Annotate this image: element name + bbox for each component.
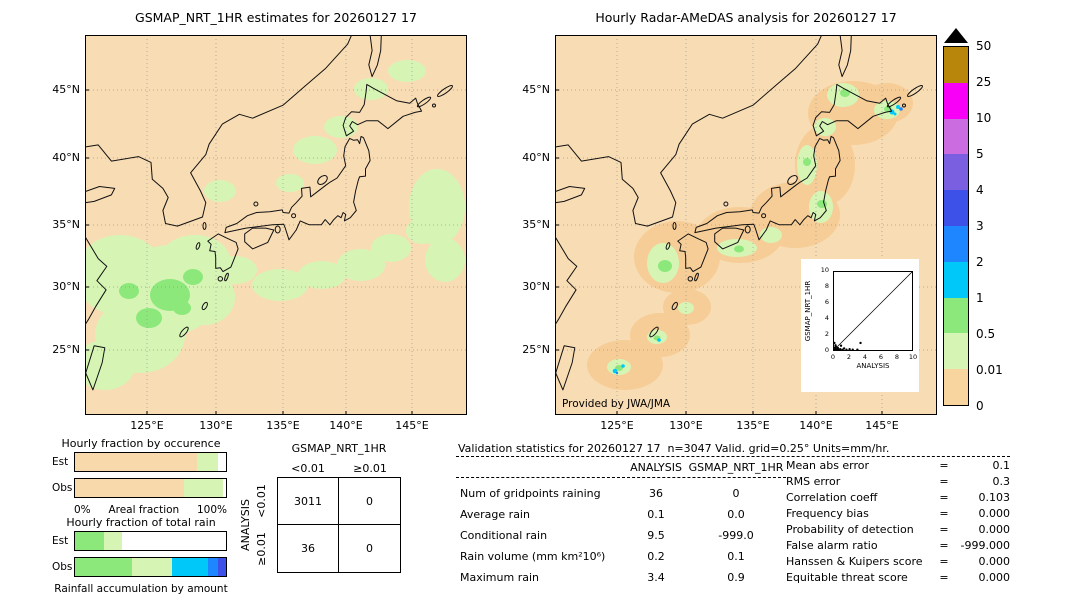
left-lat-45: 45°N	[52, 83, 80, 96]
left-lat-25: 25°N	[52, 343, 80, 356]
inset-xlabel: ANALYSIS	[856, 362, 890, 370]
stats-row-volume: Rain volume (mm km²10⁶) 0.2 0.1	[460, 550, 745, 563]
stats-column-headers: ANALYSIS GSMAP_NRT_1HR	[456, 461, 786, 474]
totalrain-chart-title: Hourly fraction of total rain	[66, 516, 216, 529]
contingency-col-lt: <0.01	[291, 462, 325, 475]
left-lon-140: 140°E	[329, 419, 363, 432]
right-lon-125: 125°E	[600, 419, 634, 432]
score-far: False alarm ratio = -999.000	[786, 538, 1010, 552]
japan-coastline	[84, 34, 453, 391]
left-map-svg	[75, 34, 467, 415]
stats-col-empty	[456, 461, 626, 474]
inset-yticks: 0 2 4 6 8 10	[820, 266, 829, 354]
contingency-cell-10: 36	[278, 525, 339, 572]
scatter-inset: GSMAP_NRT_1HR 0 2 4 6 8 10 0 2 4 6 8 10 ANALYSIS	[801, 259, 919, 392]
contingency-cell-00: 3011	[278, 478, 339, 525]
colorbar-overflow-triangle	[944, 28, 968, 43]
inset-ylabel: GSMAP_NRT_1HR	[804, 280, 812, 342]
totalrain-chart: Hourly fraction of total rain Est Obs Ra…	[52, 516, 230, 595]
obs-label: Obs	[52, 482, 73, 494]
stats-row-average: Average rain 0.1 0.0	[460, 508, 745, 521]
right-lon-130: 130°E	[669, 419, 703, 432]
left-lon-130: 130°E	[199, 419, 233, 432]
stats-rows: Num of gridpoints raining 36 0 Average r…	[456, 483, 786, 588]
gsmap-rain-moderate-layer	[119, 269, 203, 328]
occurrence-chart-title: Hourly fraction by occurence	[61, 437, 221, 450]
stats-row-conditional: Conditional rain 9.5 -999.0	[460, 529, 754, 542]
occurrence-est-bar	[74, 452, 227, 472]
one-to-one-line	[834, 272, 912, 350]
right-map-title: Hourly Radar-AMeDAS analysis for 2026012…	[595, 10, 897, 25]
stats-col-gsmap: GSMAP_NRT_1HR	[688, 461, 784, 474]
obs-label: Obs	[52, 561, 73, 573]
occurrence-axis: 0% Areal fraction 100%	[74, 504, 227, 516]
inset-xticks: 0 2 4 6 8 10	[830, 353, 918, 361]
contingency-table: GSMAP_NRT_1HR <0.01 ≥0.01 ANALYSIS <0.01…	[239, 440, 410, 588]
score-equitable-threat: Equitable threat score = 0.000	[786, 570, 1010, 584]
axis-title: Areal fraction	[108, 504, 180, 516]
right-map: GSMAP_NRT_1HR 0 2 4 6 8 10 0 2 4 6 8 10 ANALYSIS P…	[554, 34, 938, 416]
contingency-col-ge: ≥0.01	[353, 462, 387, 475]
left-lat-35: 35°N	[52, 218, 80, 231]
right-lat-25: 25°N	[522, 343, 550, 356]
left-lon-145: 145°E	[395, 419, 429, 432]
stats-row-gridpoints: Num of gridpoints raining 36 0	[460, 487, 740, 500]
score-correlation: Correlation coeff = 0.103	[786, 490, 1010, 504]
score-list: Mean abs error = 0.1 RMS error = 0.3 Correla…	[786, 457, 1014, 585]
stats-col-analysis: ANALYSIS	[630, 461, 682, 474]
occurrence-chart: Hourly fraction by occurence Est Obs 0% …	[52, 437, 230, 516]
right-lon-135: 135°E	[736, 419, 770, 432]
dashed-divider-table	[456, 477, 786, 478]
occurrence-est-row: Est	[52, 452, 230, 472]
score-pod: Probability of detection = 0.000	[786, 522, 1010, 536]
totalrain-caption: Rainfall accumulation by amount	[54, 583, 228, 595]
totalrain-obs-row: Obs	[52, 557, 230, 577]
stats-header: Validation statistics for 20260127 17 n=…	[458, 442, 890, 455]
right-lat-35: 35°N	[522, 218, 550, 231]
score-hanssen-kuipers: Hanssen & Kuipers score = 0.000	[786, 554, 1010, 568]
credit-text: Provided by JWA/JMA	[562, 398, 671, 410]
left-map-title: GSMAP_NRT_1HR estimates for 20260127 17	[135, 10, 417, 25]
contingency-cell-11: 0	[366, 542, 373, 555]
colorbar: 50 25 10 5 4 3 2 1 0.5 0.01 0	[943, 28, 1023, 413]
occurrence-obs-row: Obs	[52, 478, 230, 498]
est-label: Est	[52, 456, 69, 468]
map-grid-and-frame	[85, 35, 467, 415]
inset-plot	[833, 271, 913, 351]
contingency-row-lt: <0.01	[255, 484, 268, 518]
axis-min-label: 0%	[74, 504, 91, 516]
totalrain-est-bar	[74, 531, 227, 551]
contingency-row-group: ANALYSIS	[239, 499, 252, 551]
inset-points	[834, 341, 862, 350]
totalrain-obs-bar	[74, 557, 227, 577]
right-lon-145: 145°E	[865, 419, 899, 432]
score-rms-error: RMS error = 0.3	[786, 474, 1010, 488]
contingency-row-ge: ≥0.01	[255, 532, 268, 566]
totalrain-est-row: Est	[52, 531, 230, 551]
colorbar-labels: 50 25 10 5 4 3 2 1 0.5 0.01 0	[976, 39, 1003, 413]
right-lat-30: 30°N	[522, 280, 550, 293]
colorbar-segments	[943, 46, 969, 406]
left-lon-135: 135°E	[266, 419, 300, 432]
contingency-cell-01: 0	[339, 478, 400, 525]
radar-rain-heavy-layer	[612, 105, 903, 375]
score-mean-abs-error: Mean abs error = 0.1	[786, 458, 1010, 472]
left-map	[75, 34, 467, 415]
contingency-col-group: GSMAP_NRT_1HR	[291, 442, 387, 455]
est-label: Est	[52, 535, 69, 547]
stats-row-maximum: Maximum rain 3.4 0.9	[460, 571, 745, 584]
contingency-grid: 3011 0 36 0	[277, 477, 401, 573]
right-lat-40: 40°N	[522, 151, 550, 164]
score-frequency-bias: Frequency bias = 0.000	[786, 506, 1010, 520]
left-lat-30: 30°N	[52, 280, 80, 293]
dashed-divider-top	[456, 456, 1010, 457]
radar-rain-moderate-layer	[615, 89, 892, 371]
left-lat-40: 40°N	[52, 151, 80, 164]
right-lon-140: 140°E	[799, 419, 833, 432]
left-lon-125: 125°E	[130, 419, 164, 432]
axis-max-label: 100%	[196, 504, 227, 516]
right-lat-45: 45°N	[522, 83, 550, 96]
occurrence-obs-bar	[74, 478, 227, 498]
